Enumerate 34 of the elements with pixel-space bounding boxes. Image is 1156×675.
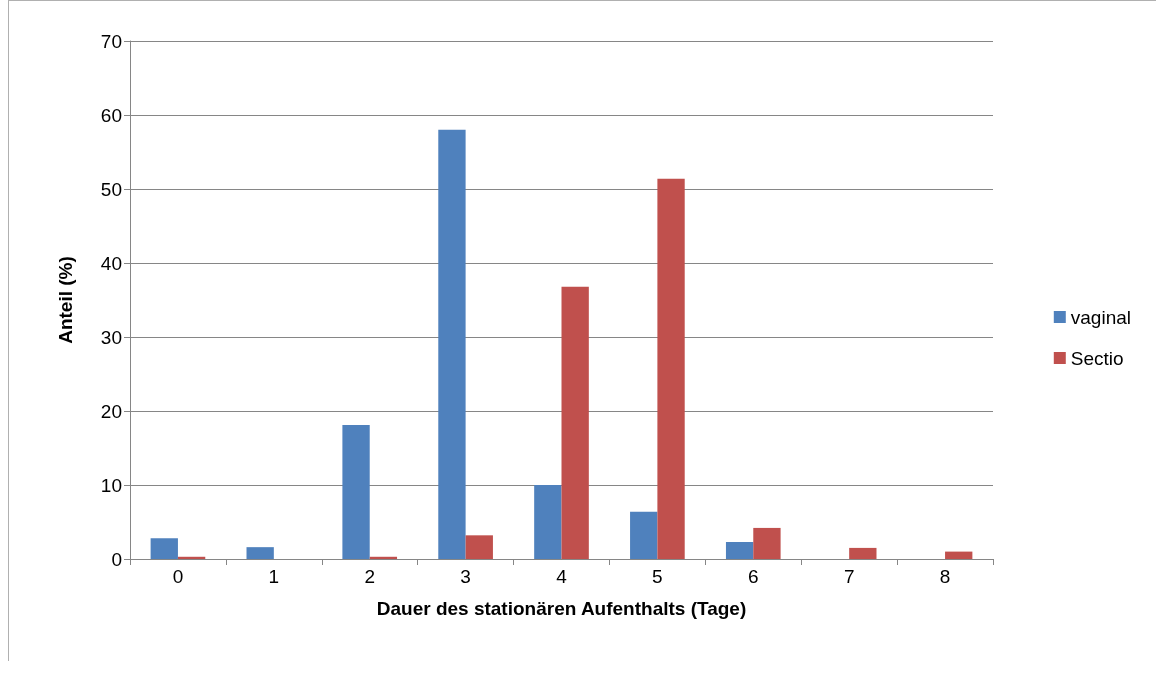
x-tick-label: 6 — [747, 566, 759, 587]
y-tick-label: 30 — [100, 326, 122, 348]
bar — [657, 178, 685, 559]
bar — [725, 541, 754, 559]
bar — [246, 547, 274, 559]
y-tick-label: 60 — [100, 104, 122, 126]
y-tick-label: 50 — [100, 178, 122, 200]
bar — [945, 551, 973, 559]
x-tick-label: 5 — [652, 566, 663, 587]
x-tick-label: 8 — [939, 566, 951, 587]
y-tick-label: 40 — [100, 252, 122, 274]
x-tick-label: 4 — [556, 566, 568, 587]
y-tick-label: 10 — [100, 474, 122, 496]
bar — [342, 425, 370, 559]
bar — [534, 485, 562, 559]
x-tick-label: 2 — [364, 566, 376, 587]
legend-label: vaginal — [1070, 306, 1132, 328]
x-tick-label: 1 — [268, 566, 280, 587]
bar — [753, 527, 781, 559]
x-tick-label: 7 — [843, 566, 855, 587]
y-axis-title: Anteil (%) — [55, 256, 76, 344]
bar — [465, 535, 493, 559]
legend-label: Sectio — [1070, 347, 1124, 369]
x-axis-title: Dauer des stationären Aufenthalts (Tage) — [376, 598, 747, 619]
bar — [561, 286, 589, 559]
y-tick-label: 0 — [111, 548, 122, 570]
bar — [438, 129, 466, 559]
y-tick-label: 20 — [100, 400, 122, 422]
x-tick-label: 0 — [172, 566, 184, 587]
bar — [150, 538, 178, 559]
bar — [630, 511, 658, 559]
bar — [849, 547, 877, 559]
x-tick-label: 3 — [460, 566, 471, 587]
y-tick-label: 70 — [100, 30, 122, 52]
